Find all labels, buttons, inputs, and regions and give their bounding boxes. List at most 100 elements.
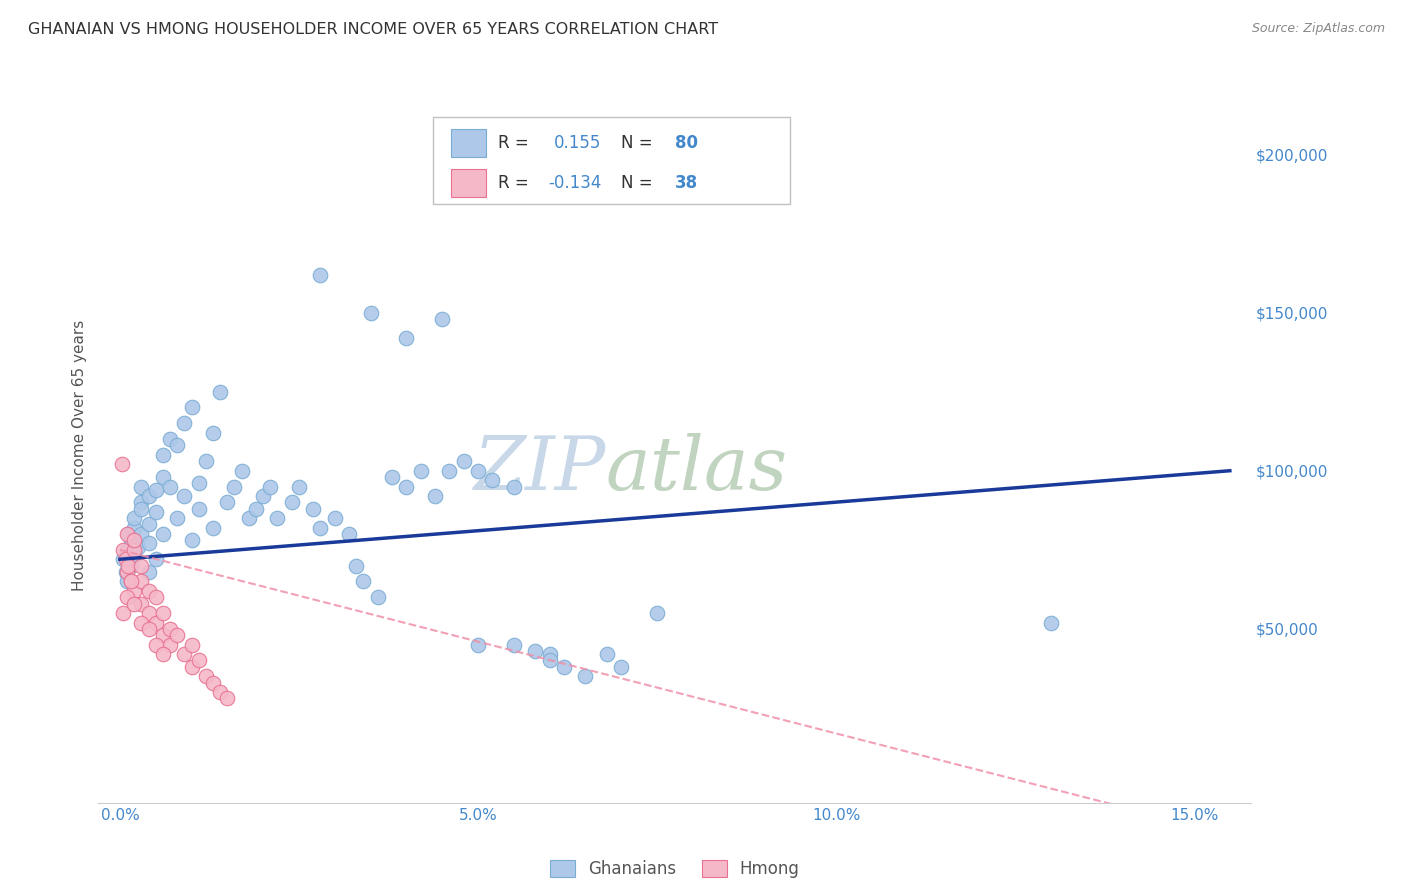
Point [467, 464, 489, 478]
Point [131, 495, 153, 509]
Point [180, 533, 202, 548]
Point [117, 558, 139, 573]
Point [131, 574, 153, 589]
Point [115, 565, 138, 579]
Point [122, 511, 145, 525]
Point [423, 489, 446, 503]
Point [131, 615, 153, 630]
Text: N =: N = [620, 134, 652, 152]
Point [138, 565, 160, 579]
Point [127, 540, 149, 554]
Point [120, 574, 142, 589]
Point [159, 638, 181, 652]
Point [152, 628, 174, 642]
Point [117, 527, 139, 541]
Point [152, 606, 174, 620]
Point [114, 552, 136, 566]
Point [166, 628, 188, 642]
Point [302, 501, 325, 516]
Text: atlas: atlas [606, 433, 787, 505]
Point [430, 312, 453, 326]
Point [115, 542, 138, 557]
Point [453, 454, 475, 468]
Text: ZIP: ZIP [474, 433, 606, 505]
Point [131, 527, 153, 541]
FancyBboxPatch shape [433, 118, 790, 204]
Point [112, 552, 135, 566]
Point [180, 401, 202, 415]
Text: N =: N = [620, 174, 652, 192]
Point [180, 660, 202, 674]
Point [122, 597, 145, 611]
Point [152, 527, 174, 541]
Point [187, 476, 209, 491]
Point [395, 331, 418, 345]
Point [120, 533, 142, 548]
Point [645, 606, 668, 620]
Text: R =: R = [499, 174, 529, 192]
Point [409, 464, 432, 478]
Point [145, 591, 167, 605]
Point [120, 558, 142, 573]
Point [252, 489, 274, 503]
Text: 80: 80 [675, 134, 697, 152]
Point [122, 549, 145, 563]
Point [122, 583, 145, 598]
Point [159, 432, 181, 446]
Point [502, 638, 524, 652]
Point [481, 473, 503, 487]
Point [159, 622, 181, 636]
Point [217, 495, 239, 509]
Point [138, 606, 160, 620]
Point [173, 647, 195, 661]
Point [180, 638, 202, 652]
Point [114, 565, 136, 579]
Point [344, 558, 367, 573]
Point [1039, 615, 1062, 630]
Point [131, 479, 153, 493]
Point [187, 653, 209, 667]
Text: 38: 38 [675, 174, 697, 192]
Point [166, 511, 188, 525]
Point [224, 479, 246, 493]
Point [138, 536, 160, 550]
Point [201, 675, 224, 690]
Point [187, 501, 209, 516]
FancyBboxPatch shape [451, 128, 486, 157]
Point [138, 489, 160, 503]
Point [381, 470, 404, 484]
Point [323, 511, 346, 525]
Point [238, 511, 260, 525]
Point [352, 574, 374, 589]
Point [152, 448, 174, 462]
Point [131, 597, 153, 611]
Point [610, 660, 633, 674]
Point [538, 653, 561, 667]
Point [201, 425, 224, 440]
Point [145, 615, 167, 630]
Text: R =: R = [499, 134, 529, 152]
Point [145, 638, 167, 652]
Point [231, 464, 253, 478]
Text: -0.134: -0.134 [548, 174, 602, 192]
Legend: Ghanaians, Hmong: Ghanaians, Hmong [543, 854, 807, 885]
Point [367, 591, 389, 605]
Point [337, 527, 360, 541]
Point [502, 479, 524, 493]
Point [360, 305, 382, 319]
Point [194, 454, 217, 468]
Point [112, 606, 135, 620]
Point [166, 438, 188, 452]
Point [122, 521, 145, 535]
Text: GHANAIAN VS HMONG HOUSEHOLDER INCOME OVER 65 YEARS CORRELATION CHART: GHANAIAN VS HMONG HOUSEHOLDER INCOME OVE… [28, 22, 718, 37]
Point [152, 470, 174, 484]
Point [115, 527, 138, 541]
Point [115, 591, 138, 605]
Point [201, 521, 224, 535]
Point [439, 464, 461, 478]
Point [120, 574, 142, 589]
Point [138, 517, 160, 532]
Y-axis label: Householder Income Over 65 years: Householder Income Over 65 years [72, 319, 87, 591]
Point [259, 479, 281, 493]
Point [467, 638, 489, 652]
